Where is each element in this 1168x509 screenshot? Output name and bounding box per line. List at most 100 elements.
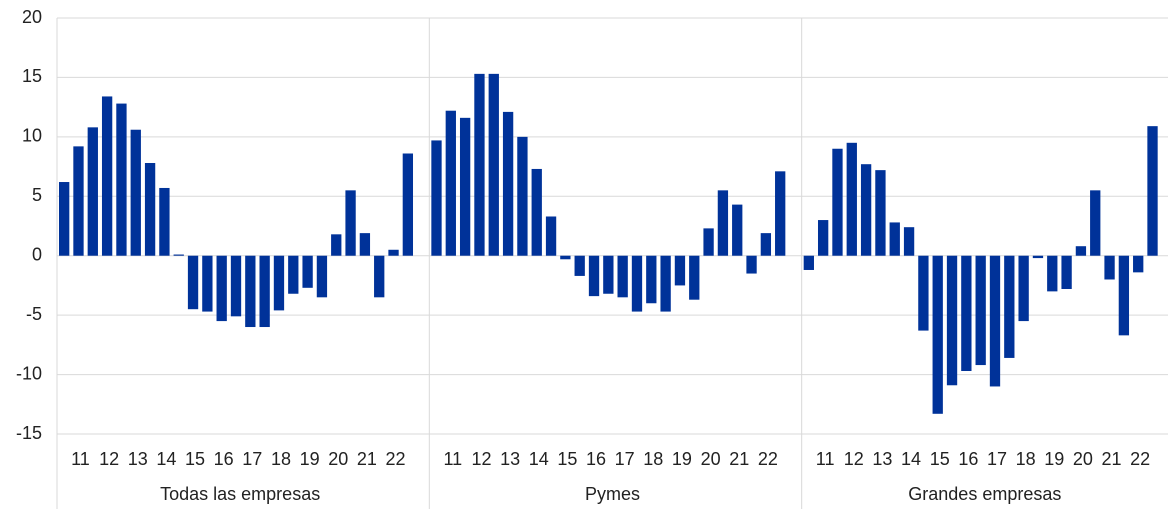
y-tick-label: 20 [22,7,42,27]
bar [832,148,843,256]
bar [345,190,356,256]
bar [1061,255,1072,289]
bar [560,255,571,260]
y-tick-label: 0 [32,244,42,264]
bar [159,187,170,256]
bar [1104,255,1115,280]
x-tick-label: 22 [386,449,406,469]
bar [331,234,342,256]
bar [889,222,900,256]
bar [631,255,643,312]
bar [517,136,528,256]
bar [273,255,285,311]
x-tick-label: 20 [328,449,348,469]
bar [431,140,442,256]
bar [374,255,385,298]
bar [1004,255,1015,358]
x-tick-label: 12 [844,449,864,469]
bar [975,255,986,366]
bar [603,255,614,294]
bar [817,220,829,256]
x-tick-label: 14 [156,449,176,469]
x-tick-label: 16 [214,449,234,469]
bar [531,168,542,256]
bar [946,255,958,386]
bar [961,255,972,372]
x-tick-label: 22 [758,449,778,469]
bar [574,255,585,276]
x-tick-label: 16 [958,449,978,469]
bar [445,110,456,256]
bar [1133,255,1144,273]
x-tick-label: 11 [443,449,462,469]
x-tick-label: 21 [729,449,749,469]
bar [1047,255,1058,292]
bar [703,228,714,256]
x-tick-label: 14 [529,449,549,469]
bar [732,204,743,256]
bar [1118,255,1130,336]
bar [101,96,113,256]
x-tick-label: 15 [930,449,950,469]
bar [245,255,256,328]
group-label: Pymes [585,484,640,504]
x-tick-label: 14 [901,449,921,469]
x-tick-label: 18 [271,449,291,469]
bar [488,73,499,256]
x-tick-label: 20 [701,449,721,469]
x-tick-label: 22 [1130,449,1150,469]
bar [474,73,485,256]
bar [173,254,184,256]
x-tick-label: 15 [185,449,205,469]
x-tick-label: 15 [557,449,577,469]
bar [316,255,328,298]
bar [932,255,943,414]
x-tick-label: 18 [1016,449,1036,469]
bar [302,255,313,288]
group-label: Grandes empresas [908,484,1061,504]
x-tick-label: 21 [1102,449,1122,469]
x-tick-label: 19 [300,449,320,469]
bar [59,182,70,256]
group-label: Todas las empresas [160,484,320,504]
x-tick-label: 18 [643,449,663,469]
y-tick-label: -15 [16,423,42,443]
bar [73,146,84,256]
x-tick-label: 17 [615,449,635,469]
bar [130,129,141,256]
bar [1032,255,1044,259]
bar [402,153,414,256]
x-tick-label: 17 [242,449,262,469]
bar [459,117,471,256]
bar [760,233,772,256]
bar [288,255,299,294]
x-tick-label: 11 [71,449,90,469]
bar [617,255,628,298]
bar [989,255,1001,387]
x-tick-label: 12 [471,449,491,469]
bar [187,255,199,310]
bar [860,164,872,256]
x-tick-label: 11 [816,449,835,469]
bar [1147,126,1158,256]
bar [545,216,557,256]
bar [689,255,700,300]
x-tick-label: 16 [586,449,606,469]
bar [1090,190,1101,256]
bar [588,255,600,297]
bar [674,255,686,286]
bar [259,255,270,328]
x-tick-label: 21 [357,449,377,469]
bar [903,227,915,256]
bar [1018,255,1029,322]
x-tick-label: 19 [1044,449,1064,469]
bar [359,233,371,256]
bar [87,127,98,256]
y-tick-label: 5 [32,185,42,205]
bar [1075,246,1087,256]
x-tick-label: 20 [1073,449,1093,469]
bar [388,249,399,256]
x-tick-label: 17 [987,449,1007,469]
bar [646,255,657,304]
y-tick-label: 10 [22,126,42,146]
